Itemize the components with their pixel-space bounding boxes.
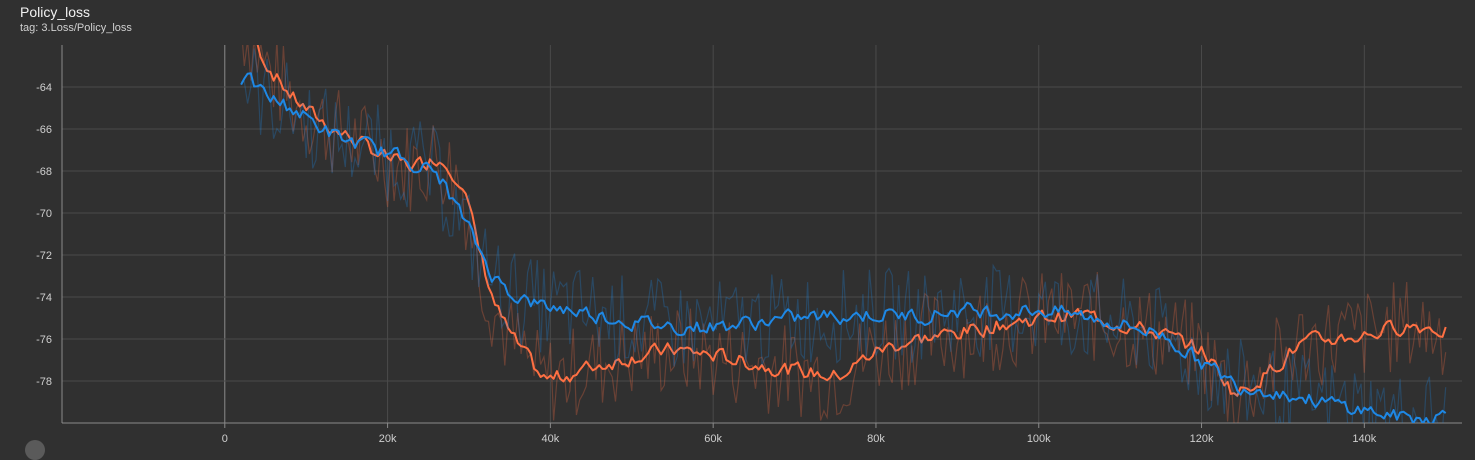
- series-raw-line-0: [242, 45, 1447, 423]
- y-tick-label: -68: [36, 166, 52, 178]
- y-tick-label: -70: [36, 208, 52, 220]
- y-tick-label: -76: [36, 334, 52, 346]
- y-tick-label: -64: [36, 82, 52, 94]
- y-tick-label: -66: [36, 124, 52, 136]
- x-tick-label: 120k: [1190, 433, 1214, 445]
- chart-tag: tag: 3.Loss/Policy_loss: [20, 22, 132, 34]
- x-tick-label: 0: [222, 433, 228, 445]
- x-tick-label: 140k: [1352, 433, 1376, 445]
- series-smoothed-line-0[interactable]: [241, 23, 1447, 397]
- x-tick-label: 40k: [541, 433, 559, 445]
- x-tick-label: 20k: [379, 433, 397, 445]
- x-tick-label: 80k: [867, 433, 885, 445]
- chart-header: Policy_loss tag: 3.Loss/Policy_loss: [20, 3, 132, 35]
- line-chart[interactable]: 0 20k 40k 60k 80k 100k 120k 140k -64 -66 -68 -70 -72…: [0, 0, 1475, 448]
- y-tick-label: -78: [36, 376, 52, 388]
- y-tick-label: -72: [36, 250, 52, 262]
- expand-toggle-icon[interactable]: [25, 440, 45, 460]
- chart-area[interactable]: 0 20k 40k 60k 80k 100k 120k 140k -64 -66 -68 -70 -72…: [0, 0, 1475, 448]
- chart-title: Policy_loss: [20, 4, 91, 20]
- x-tick-label: 60k: [704, 433, 722, 445]
- y-tick-label: -74: [36, 292, 52, 304]
- x-tick-label: 100k: [1027, 433, 1051, 445]
- series-smoothed-line-1[interactable]: [240, 72, 1447, 423]
- series-raw-line-1: [241, 48, 1447, 423]
